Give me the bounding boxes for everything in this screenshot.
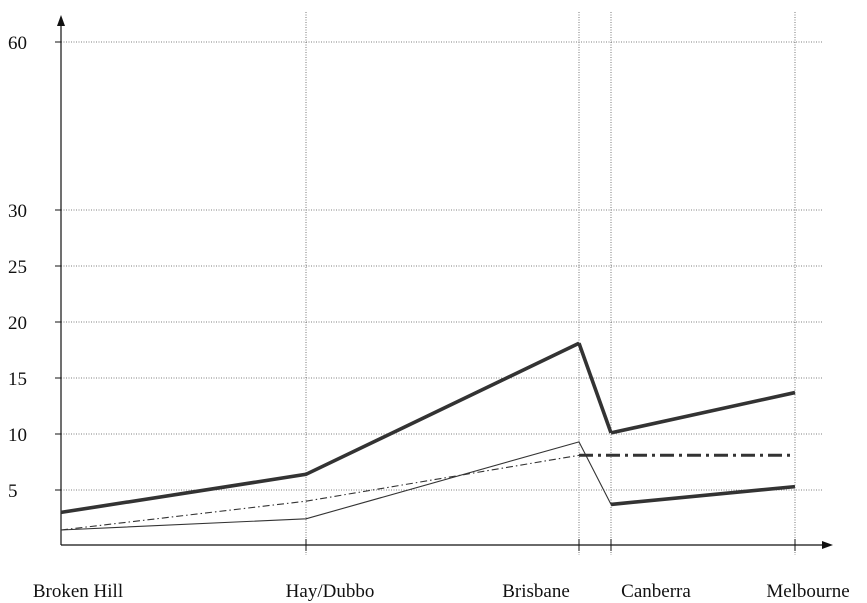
- y-tick-label: 10: [8, 425, 27, 446]
- x-category-labels: Broken Hill Hay/Dubbo Brisbane Canberra Melb…: [33, 581, 850, 602]
- y-axis-arrow-icon: [57, 15, 65, 26]
- series-line-thick-solid-2: [610, 390, 796, 435]
- x-category-label: Hay/Dubbo: [286, 581, 375, 602]
- series-line-thick-solid-1: [577, 342, 613, 434]
- series-line-thick-solid-3: [610, 484, 796, 507]
- y-tick-label: 25: [8, 257, 27, 278]
- y-tick-labels: 5 10 15 20 25 30 60: [8, 33, 27, 502]
- x-axis-arrow-icon: [822, 541, 833, 549]
- x-category-label: Canberra: [621, 581, 691, 602]
- x-category-label: Broken Hill: [33, 581, 123, 602]
- axes: [55, 15, 833, 551]
- series-layer: [60, 341, 796, 531]
- x-category-label: Melbourne: [766, 581, 849, 602]
- y-tick-label: 20: [8, 313, 27, 334]
- series-line-thin-solid-0: [60, 441, 612, 531]
- horizontal-gridlines: [61, 41, 822, 491]
- y-tick-label: 5: [8, 481, 18, 502]
- y-tick-label: 30: [8, 201, 27, 222]
- y-tick-label: 60: [8, 33, 27, 54]
- x-category-label: Brisbane: [502, 581, 570, 602]
- vertical-gridlines: [305, 12, 796, 555]
- series-line-thin-dash-dot-0: [60, 454, 580, 531]
- series-line-thick-solid-0: [60, 341, 580, 515]
- y-tick-label: 15: [8, 369, 27, 390]
